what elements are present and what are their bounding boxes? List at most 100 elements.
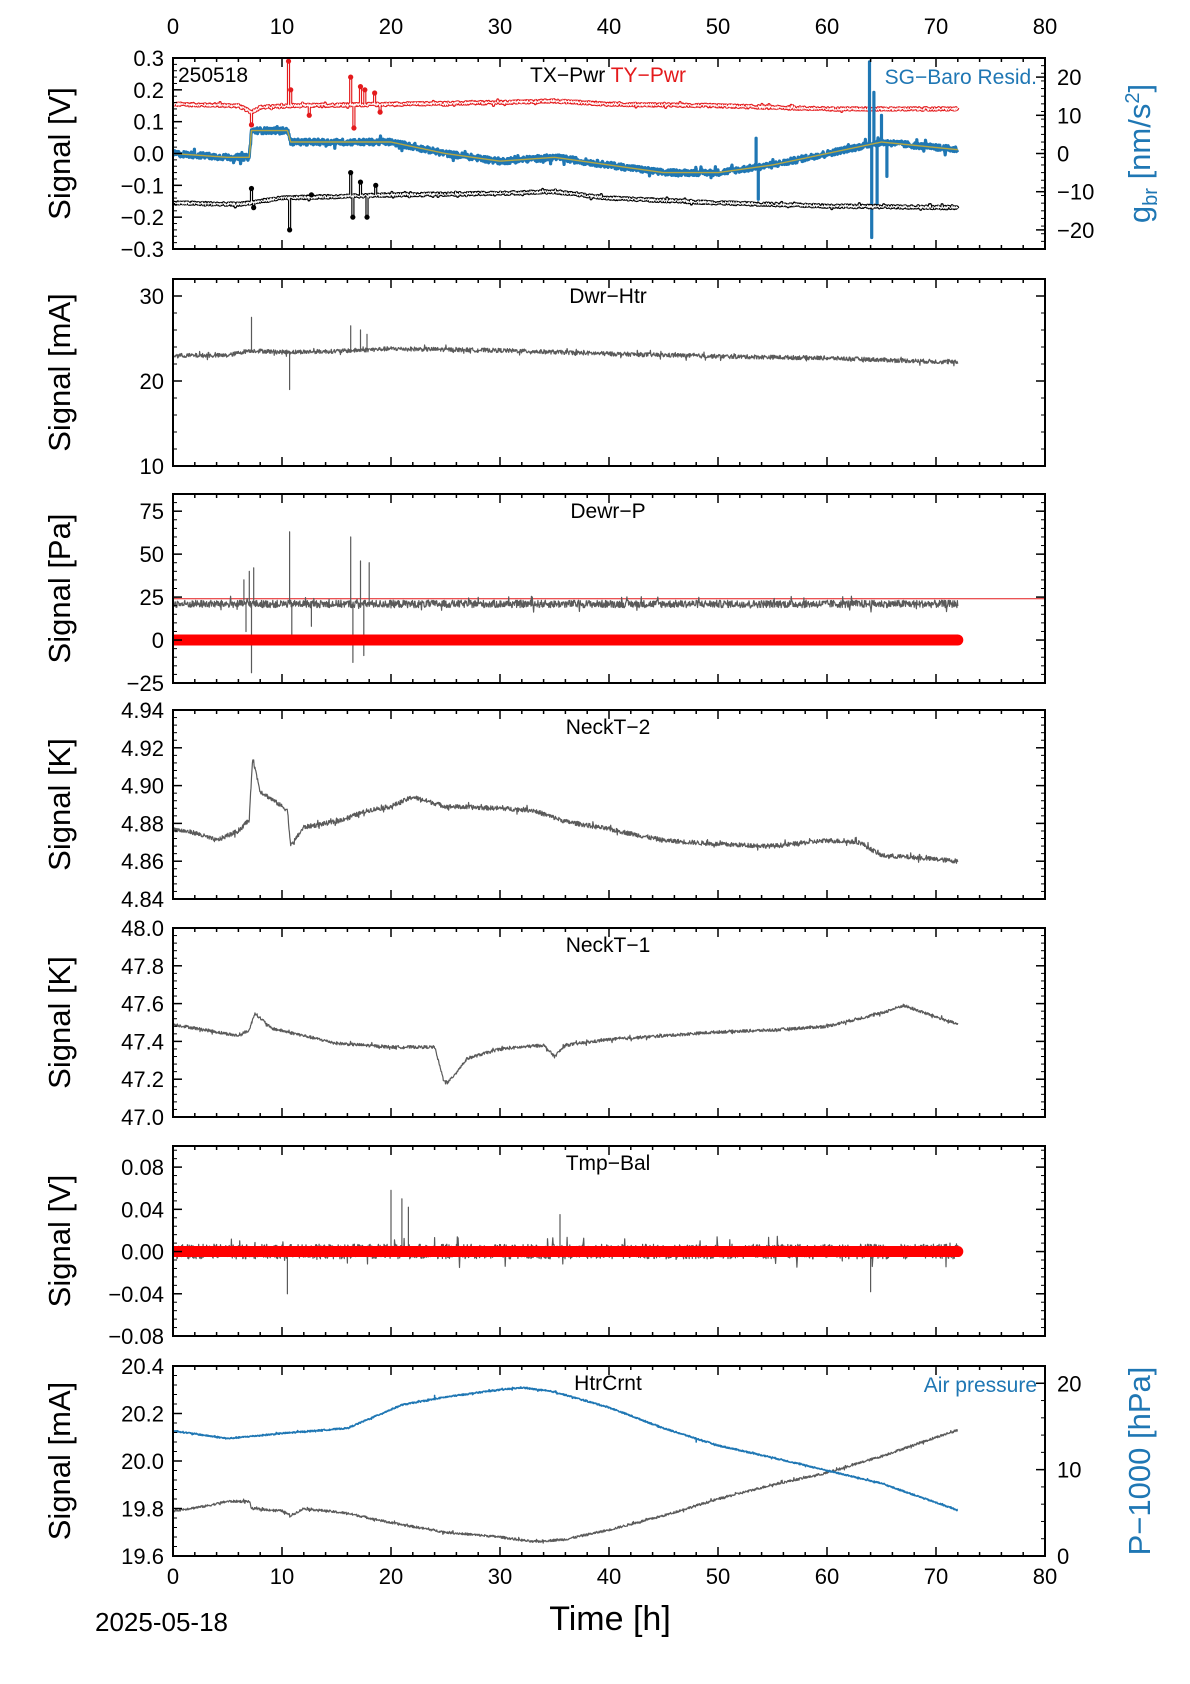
- data-point: [351, 125, 357, 131]
- y-tick-label: 47.6: [121, 992, 164, 1017]
- panel-p3: −25 0 25 50 75 Signal [Pa] Dewr−P: [42, 493, 1046, 696]
- panel-title: NeckT−1: [566, 934, 651, 957]
- y-tick-label: 10: [140, 454, 164, 479]
- y-tick-label: −0.04: [108, 1282, 164, 1307]
- x-tick-label-top: 70: [924, 14, 948, 39]
- y2-tick-label: 0: [1057, 1544, 1069, 1569]
- y2-axis-label: P−1000 [hPa]: [1122, 1367, 1157, 1556]
- series-line: [173, 171, 960, 232]
- data-point: [348, 170, 354, 176]
- plot-area: [173, 316, 959, 391]
- data-point: [306, 112, 312, 118]
- x-tick-label-top: 20: [379, 14, 403, 39]
- y2-tick-label: 0: [1057, 142, 1069, 167]
- y-tick-label: 4.90: [121, 774, 164, 799]
- data-point: [362, 87, 368, 93]
- y2-label-main: g: [1122, 206, 1157, 223]
- y-tick-label: 0.00: [121, 1240, 164, 1265]
- y-tick-label: 30: [140, 284, 164, 309]
- data-point: [287, 227, 293, 233]
- y-tick-label: 0: [152, 628, 164, 653]
- y-tick-label: −0.1: [121, 173, 164, 198]
- y-tick-label: 0.04: [121, 1197, 164, 1222]
- series-core-line: [173, 172, 959, 230]
- y2-tick-label: −10: [1057, 180, 1094, 205]
- data-point: [288, 87, 294, 93]
- y-tick-label: −0.2: [121, 205, 164, 230]
- panel-title: Dwr−Htr: [569, 285, 647, 308]
- x-tick-label-top: 0: [167, 14, 179, 39]
- data-point: [377, 109, 383, 115]
- plot-area: [173, 759, 959, 864]
- plot-area: [173, 58, 960, 240]
- y-tick-label: 20: [140, 369, 164, 394]
- y2-label-sub: br: [1140, 188, 1162, 206]
- y2-tick-label: 20: [1057, 1371, 1081, 1396]
- panel-title: Dewr−P: [570, 500, 645, 523]
- y-tick-label: −25: [127, 671, 164, 696]
- x-tick-label-bottom: 70: [924, 1564, 948, 1589]
- y2-tick-label: 10: [1057, 103, 1081, 128]
- data-point: [285, 58, 292, 64]
- data-point: [357, 179, 364, 185]
- series-line: [173, 531, 959, 674]
- y-tick-label: 50: [140, 542, 164, 567]
- y2-axis-label: gbr [nm/s2]: [1122, 84, 1162, 223]
- panel-title: HtrCrnt: [574, 1372, 642, 1395]
- panel-p5: 47.0 47.2 47.4 47.6 47.8 48.0 Signal [K] NeckT−…: [42, 916, 1046, 1130]
- plot-area: [173, 1386, 959, 1544]
- data-point: [357, 84, 364, 90]
- y-tick-label: 4.84: [121, 887, 164, 912]
- data-point: [372, 90, 378, 96]
- x-tick-label-bottom: 50: [706, 1564, 730, 1589]
- y-axis-label: Signal [K]: [42, 738, 77, 871]
- panel-p7: 19.6 19.8 20.0 20.2 20.4 0 10 20 Signal [mA] P−10…: [42, 1354, 1157, 1569]
- series-core-line: [173, 61, 959, 128]
- x-tick-label-bottom: 30: [488, 1564, 512, 1589]
- y-tick-label: 47.8: [121, 954, 164, 979]
- panel-p6: −0.08 −0.04 0.00 0.04 0.08 Signal [V] Tmp−Bal: [42, 1145, 1046, 1349]
- y-axis-label: Signal [K]: [42, 956, 77, 1089]
- series-line: [173, 60, 960, 240]
- data-point: [350, 214, 356, 220]
- panel-p1: −0.3 −0.2 −0.1 0.0 0.1 0.2 0.3 −20 −10 0 10 20 Signa…: [42, 46, 1162, 262]
- y-tick-label: 47.2: [121, 1067, 164, 1092]
- data-point: [248, 185, 255, 192]
- y2-tick-label: 20: [1057, 65, 1081, 90]
- data-point: [248, 122, 255, 128]
- data-point: [364, 214, 370, 220]
- y-tick-label: 0.0: [133, 142, 164, 167]
- y2-tick-label: −20: [1057, 218, 1094, 243]
- panel-p2: 10 20 30 Signal [mA] Dwr−Htr: [42, 278, 1046, 479]
- x-tick-label-bottom: 80: [1033, 1564, 1057, 1589]
- title-ty: TY−Pwr: [611, 64, 686, 87]
- y-tick-label: −0.3: [121, 237, 164, 262]
- series-line: [173, 1003, 959, 1085]
- y-tick-label: 47.4: [121, 1029, 164, 1054]
- y2-label-sup: 2: [1122, 93, 1144, 104]
- y-tick-label: 0.3: [133, 46, 164, 71]
- x-tick-label-bottom: 40: [597, 1564, 621, 1589]
- y-tick-label: 0.1: [133, 110, 164, 135]
- series-line: [173, 1386, 959, 1512]
- x-tick-label-top: 80: [1033, 14, 1057, 39]
- data-point: [373, 182, 379, 188]
- y-tick-label: 20.4: [121, 1354, 164, 1379]
- plot-area: [173, 531, 1045, 674]
- plot-area: [173, 1003, 959, 1085]
- y-axis-label: Signal [mA]: [42, 293, 77, 452]
- y2-tick-label: 10: [1057, 1458, 1081, 1483]
- y2-label-unit: [nm/s: [1122, 104, 1157, 188]
- x-tick-label-top: 60: [815, 14, 839, 39]
- y-tick-label: 20.0: [121, 1449, 164, 1474]
- y-tick-label: 4.88: [121, 811, 164, 836]
- panel-p4: 4.84 4.86 4.88 4.90 4.92 4.94 Signal [K] NeckT−…: [42, 698, 1046, 912]
- y-axis-label: Signal [mA]: [42, 1382, 77, 1541]
- y-axis-label: Signal [V]: [42, 87, 77, 220]
- x-tick-label-top: 50: [706, 14, 730, 39]
- series-line: [173, 1429, 958, 1544]
- y-tick-label: 25: [140, 585, 164, 610]
- y-tick-label: 4.86: [121, 849, 164, 874]
- series-line: [173, 1189, 959, 1295]
- y2-label-end: ]: [1122, 84, 1157, 93]
